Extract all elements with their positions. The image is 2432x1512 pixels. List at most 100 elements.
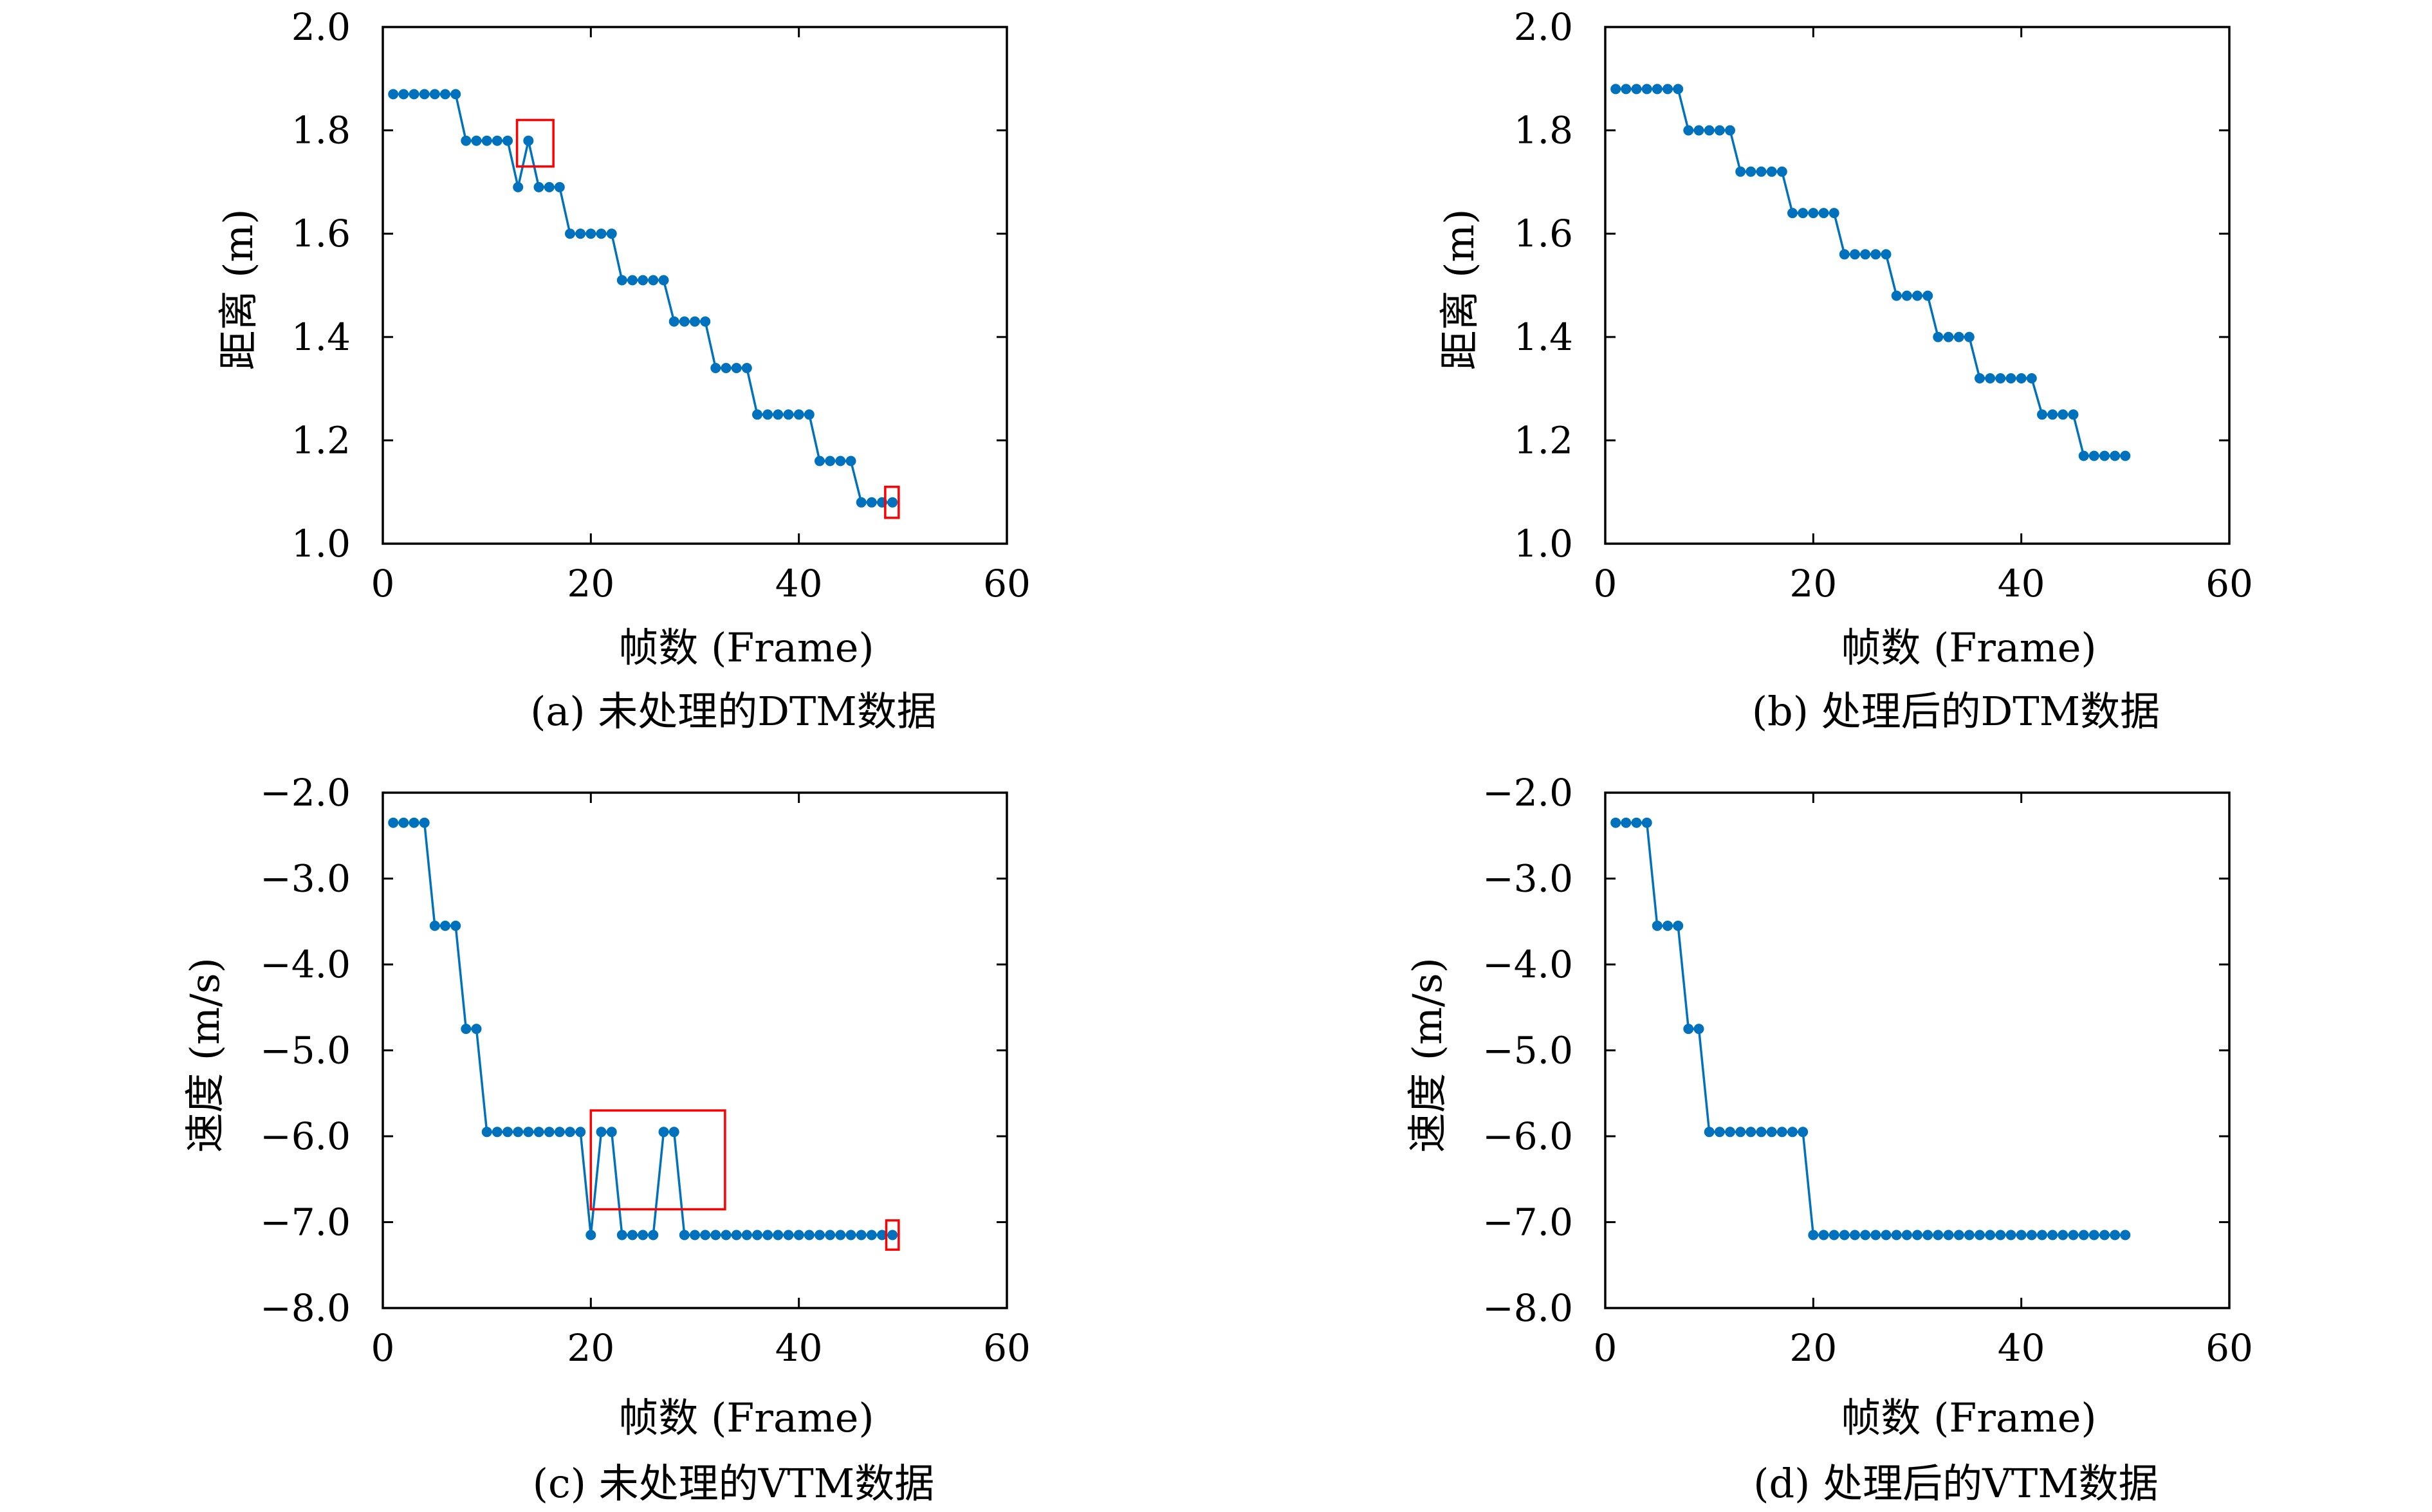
- data-point: [2037, 1230, 2047, 1240]
- data-point: [409, 89, 419, 100]
- x-tick-label: 60: [983, 562, 1031, 605]
- data-point: [1704, 1127, 1715, 1138]
- data-point: [1818, 208, 1829, 219]
- data-point: [1621, 84, 1632, 95]
- y-tick-label: 1.6: [1514, 212, 1573, 255]
- y-tick-label: 2.0: [1514, 5, 1573, 49]
- data-point: [606, 228, 617, 239]
- x-tick-label: 0: [1594, 1326, 1617, 1370]
- data-point: [793, 1230, 804, 1240]
- data-point: [762, 1230, 773, 1240]
- plot-area-frame: [1604, 26, 2231, 545]
- data-point: [1860, 1230, 1871, 1240]
- data-point: [596, 1127, 607, 1138]
- data-point: [2068, 1230, 2079, 1240]
- data-point: [429, 920, 440, 931]
- data-point: [398, 89, 409, 100]
- data-point: [1995, 373, 2006, 383]
- data-point: [1621, 817, 1632, 828]
- data-point: [2016, 1230, 2027, 1240]
- data-point: [616, 1230, 627, 1240]
- data-point: [866, 1230, 877, 1240]
- data-point: [2058, 409, 2068, 420]
- y-tick-label: −4.0: [260, 943, 351, 986]
- data-point: [1818, 1230, 1829, 1240]
- data-point: [825, 456, 836, 466]
- data-point: [2005, 1230, 2016, 1240]
- data-point: [585, 1230, 596, 1240]
- highlight-box: [515, 118, 555, 168]
- data-point: [1922, 290, 1933, 301]
- data-point: [565, 228, 575, 239]
- panel-d-vtm-processed: 帧数 (Frame) 速度 (m/s) (d) 处理后的VTM数据 0 20 40 6…: [1404, 771, 2253, 1507]
- panel-c-vtm-raw: 帧数 (Frame) 速度 (m/s) (c) 未处理的VTM数据 0 20 40 6…: [181, 771, 1031, 1507]
- data-point: [741, 363, 752, 373]
- data-point: [783, 1230, 794, 1240]
- data-point: [1663, 84, 1673, 95]
- data-point: [533, 181, 544, 192]
- data-point: [866, 497, 877, 508]
- data-point: [1943, 331, 1954, 342]
- data-point: [1776, 1127, 1787, 1138]
- x-tick-label: 40: [775, 562, 823, 605]
- data-point: [513, 1127, 524, 1138]
- y-tick-label: −7.0: [260, 1201, 351, 1244]
- highlight-box: [884, 485, 900, 519]
- data-point: [856, 1230, 867, 1240]
- data-point: [1798, 1127, 1809, 1138]
- x-tick-label: 20: [567, 562, 614, 605]
- data-point: [1933, 1230, 1944, 1240]
- x-tick-label: 60: [2206, 562, 2253, 605]
- data-point: [1725, 125, 1735, 136]
- data-point: [616, 275, 627, 286]
- data-point: [1943, 1230, 1954, 1240]
- data-point: [1631, 817, 1642, 828]
- data-point: [461, 1024, 472, 1035]
- data-point: [1870, 249, 1881, 260]
- data-point: [2058, 1230, 2068, 1240]
- data-point: [668, 316, 679, 327]
- data-point: [596, 228, 607, 239]
- data-point: [627, 275, 638, 286]
- y-tick-label: −7.0: [1482, 1201, 1573, 1244]
- data-point: [1985, 373, 1996, 383]
- data-point: [429, 89, 440, 100]
- data-point: [398, 817, 409, 828]
- data-point: [1829, 208, 1839, 219]
- data-point: [554, 1127, 565, 1138]
- data-point: [1641, 84, 1652, 95]
- data-point: [1933, 331, 1944, 342]
- data-point: [658, 275, 669, 286]
- data-point: [606, 1127, 617, 1138]
- data-point: [1912, 290, 1922, 301]
- data-point: [679, 316, 690, 327]
- y-axis-title: 速度 (m/s): [1404, 957, 1451, 1153]
- data-point: [1881, 1230, 1892, 1240]
- data-point: [679, 1230, 690, 1240]
- y-tick-label: −2.0: [1482, 771, 1573, 815]
- data-point: [2016, 373, 2027, 383]
- data-point: [2026, 373, 2037, 383]
- data-point: [1693, 1024, 1704, 1035]
- data-point: [481, 135, 492, 146]
- data-point: [1975, 373, 1985, 383]
- data-point: [1631, 84, 1642, 95]
- y-tick-label: 1.0: [1514, 522, 1573, 566]
- data-point: [741, 1230, 752, 1240]
- data-point: [1850, 249, 1860, 260]
- y-tick-label: −2.0: [260, 771, 351, 815]
- data-point: [835, 1230, 846, 1240]
- data-point: [1652, 84, 1663, 95]
- plot-area-frame: [382, 26, 1008, 545]
- data-point: [648, 1230, 659, 1240]
- data-point: [1985, 1230, 1996, 1240]
- data-point: [2078, 1230, 2089, 1240]
- y-tick-label: −3.0: [260, 857, 351, 901]
- data-point: [419, 817, 430, 828]
- caption: (b) 处理后的DTM数据: [1752, 688, 2160, 735]
- data-point: [440, 89, 450, 100]
- highlight-box: [885, 1219, 900, 1251]
- data-point: [2026, 1230, 2037, 1240]
- data-point: [544, 181, 555, 192]
